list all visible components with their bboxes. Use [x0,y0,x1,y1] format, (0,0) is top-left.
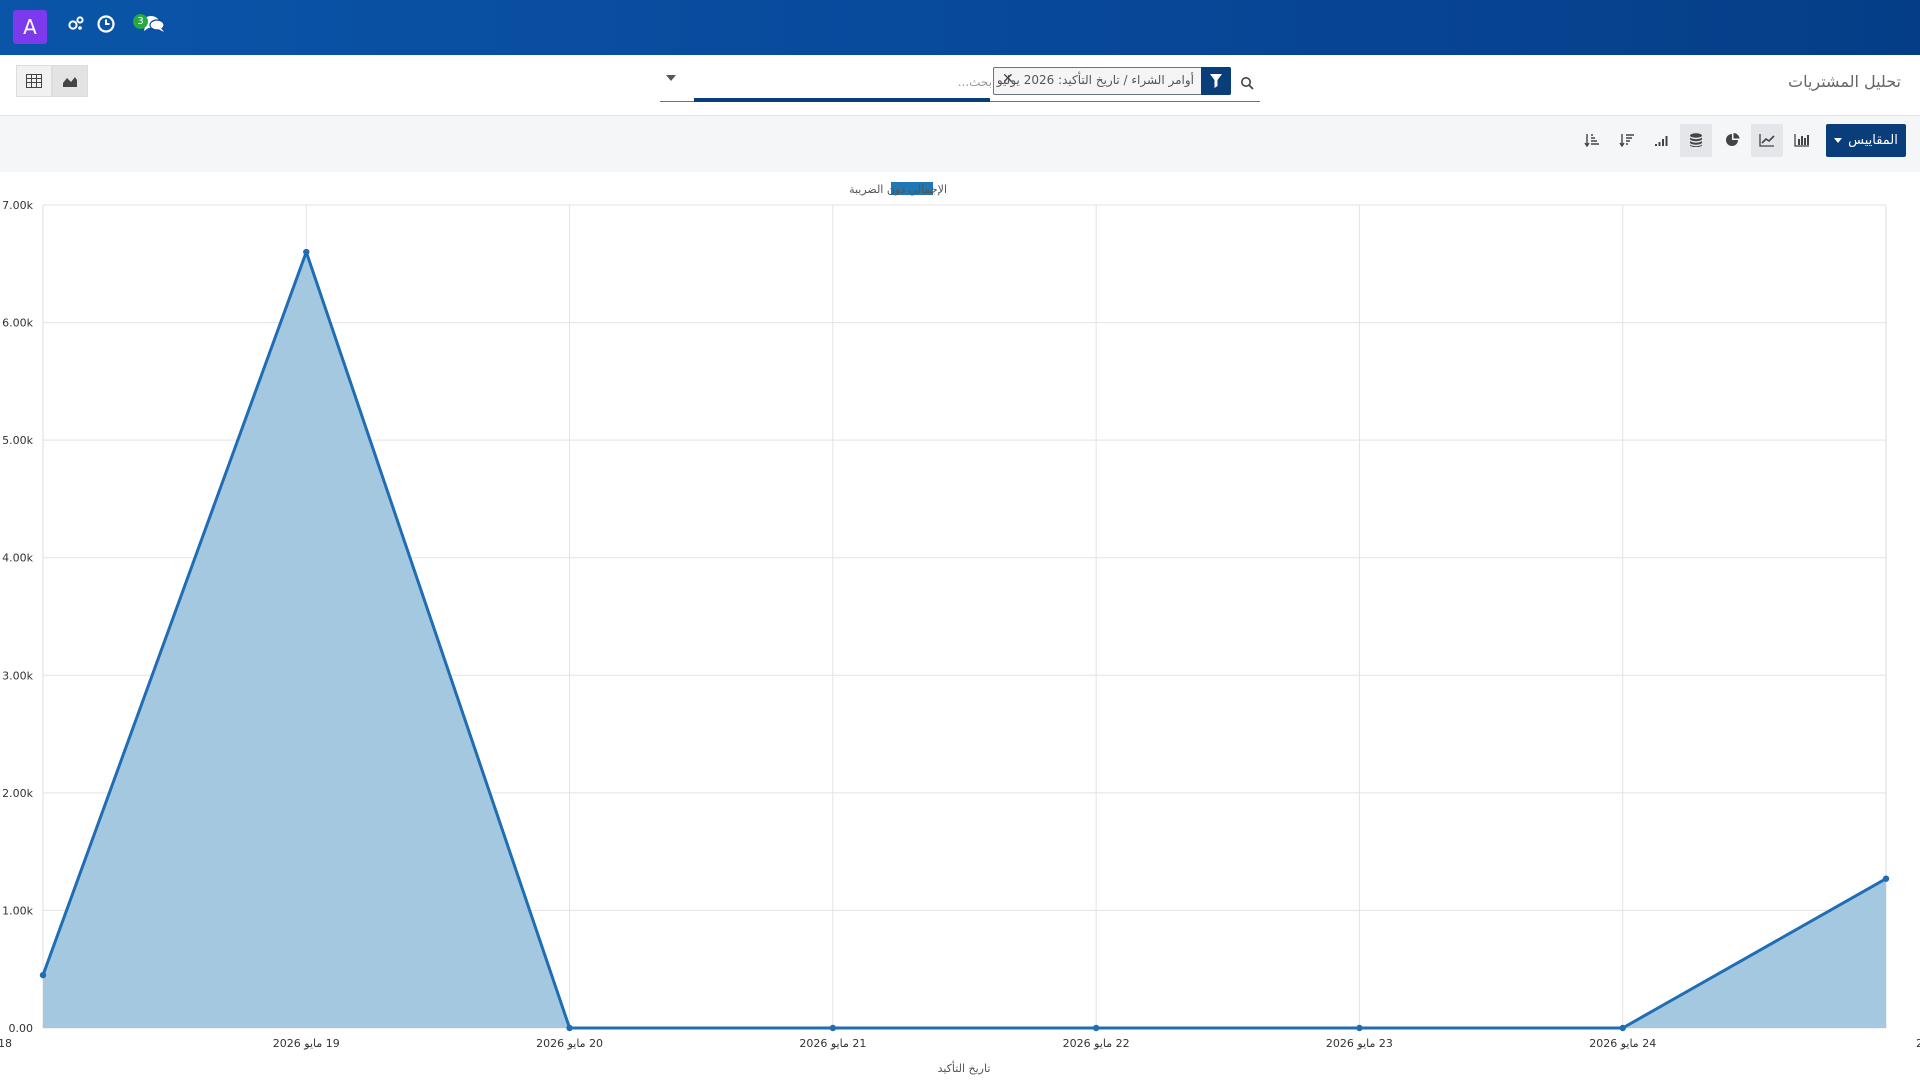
search-options-caret-icon[interactable] [666,75,676,81]
data-point[interactable] [1356,1024,1363,1032]
signal-button[interactable] [1646,124,1678,157]
sort-ascending-button[interactable] [1576,124,1608,157]
clock-icon[interactable] [96,14,122,40]
series-line [41,250,1887,1030]
chat-badge: 3 [133,14,148,29]
chart-legend[interactable]: الإجمالي دون الضريبة [849,182,947,196]
series-points [39,248,1890,1032]
x-tick-label: 20 مايو 2026 [536,1037,603,1050]
caret-down-icon [1834,138,1843,143]
graph-area: 0.00 1.00k 2.00k 3.00k 4.00k 5.00k 6.00k 7.00k … [0,172,1920,1080]
table-icon [26,74,42,88]
stacked-button[interactable] [1680,124,1712,157]
bar-chart-icon [1794,134,1809,147]
search-input-underline [694,98,990,102]
facet-remove-icon[interactable]: ✕ [1002,71,1014,87]
top-navbar: A 3 [0,0,1920,55]
data-point[interactable] [1619,1024,1626,1032]
pivot-view-button[interactable] [16,65,52,97]
line-chart-button[interactable] [1751,124,1783,157]
data-point[interactable] [829,1024,837,1032]
search-facet[interactable]: أوامر الشراء / تاريخ التأكيد: 2026 يوليو… [993,67,1231,95]
sort-descending-icon [1619,134,1634,147]
signal-bars-icon [1655,136,1668,146]
y-tick-label: 5.00k [2,434,33,447]
data-point[interactable] [1882,875,1890,882]
settings-icon[interactable] [66,14,92,40]
x-axis-ticks: 18 مايو 2026 19 مايو 2026 20 مايو 2026 21 م… [0,1037,1920,1050]
data-point[interactable] [303,248,310,256]
y-tick-label: 3.00k [2,669,33,682]
legend-label: الإجمالي دون الضريبة [849,183,947,196]
measures-label: المقاييس [1848,133,1898,148]
data-point[interactable] [566,1024,573,1032]
graph-view-button[interactable] [52,65,88,97]
y-tick-label: 0.00 [9,1022,34,1035]
database-icon [1690,133,1702,147]
pie-chart-button[interactable] [1716,124,1748,157]
y-tick-label: 2.00k [2,787,33,800]
page-title: تحليل المشتريات [1788,72,1901,91]
x-tick-label: 25 مايو 2026 [1916,1037,1920,1050]
facet-value: أوامر الشراء / تاريخ التأكيد: 2026 يوليو [996,73,1194,87]
control-panel-top: تحليل المشتريات أوامر الشراء / تاريخ الت… [0,55,1920,116]
x-tick-label: 19 مايو 2026 [273,1037,340,1050]
x-tick-label: 24 مايو 2026 [1589,1037,1656,1050]
graph-toolbar: المقاييس [0,116,1920,172]
y-tick-label: 4.00k [2,552,33,565]
search-input[interactable] [694,71,994,93]
x-tick-label: 21 مايو 2026 [799,1037,866,1050]
search-icon[interactable] [1240,75,1254,94]
legend-swatch [891,182,933,195]
area-chart: 0.001.00k2.00k3.00k4.00k5.00k6.00k7.00k … [0,182,1920,1075]
filter-icon [1201,67,1231,95]
y-tick-label: 6.00k [2,317,33,330]
search-bar: أوامر الشراء / تاريخ التأكيد: 2026 يوليو… [660,65,1260,102]
data-point[interactable] [39,971,47,979]
x-tick-label: 23 مايو 2026 [1326,1037,1393,1050]
area-chart-icon [63,77,77,87]
bar-chart-button[interactable] [1786,124,1818,157]
y-tick-label: 1.00k [2,904,33,917]
measures-button[interactable]: المقاييس [1826,124,1906,157]
data-point[interactable] [1092,1024,1100,1032]
sort-descending-button[interactable] [1611,124,1643,157]
y-axis-ticks: 0.00 1.00k 2.00k 3.00k 4.00k 5.00k 6.00k 7.00k [2,199,33,1035]
y-tick-label: 7.00k [2,199,33,212]
app-avatar[interactable]: A [13,10,47,44]
x-axis-title: تاريخ التأكيد [938,1060,991,1075]
line-chart-icon [1759,134,1775,147]
sort-ascending-icon [1584,134,1599,147]
pie-chart-icon [1726,133,1740,146]
x-tick-label: 22 مايو 2026 [1063,1037,1130,1050]
x-tick-label: 18 مايو 2026 [0,1037,12,1050]
series-area-fill [43,252,1886,1028]
